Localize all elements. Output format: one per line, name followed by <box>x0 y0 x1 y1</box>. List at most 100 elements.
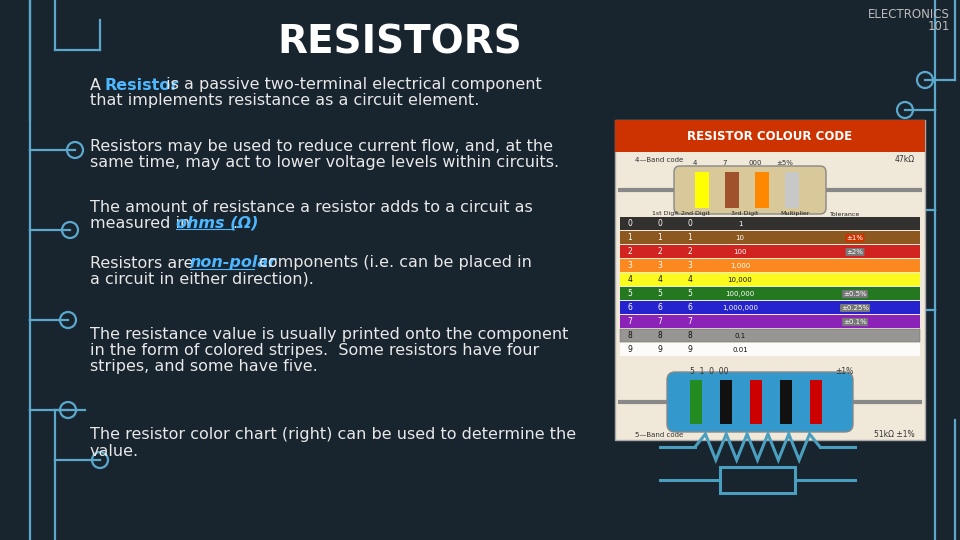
Text: same time, may act to lower voltage levels within circuits.: same time, may act to lower voltage leve… <box>90 156 559 171</box>
Text: 2: 2 <box>687 247 692 256</box>
Text: 4: 4 <box>693 160 697 166</box>
Text: 2: 2 <box>658 247 662 256</box>
Text: 1,000: 1,000 <box>730 263 750 269</box>
Text: 0: 0 <box>687 219 692 228</box>
Text: 3: 3 <box>687 261 692 271</box>
Bar <box>620 301 920 314</box>
Bar <box>615 120 925 152</box>
Text: 51kΩ ±1%: 51kΩ ±1% <box>875 430 915 439</box>
Bar <box>810 380 822 424</box>
Text: 1st Digit: 1st Digit <box>652 212 679 217</box>
Text: Resistors are: Resistors are <box>90 255 199 271</box>
Text: 0.01: 0.01 <box>732 347 748 353</box>
Bar <box>690 380 702 424</box>
Text: 3rd Digit: 3rd Digit <box>732 212 758 217</box>
Bar <box>620 217 920 230</box>
Text: that implements resistance as a circuit element.: that implements resistance as a circuit … <box>90 93 479 109</box>
Bar <box>620 315 920 328</box>
Text: 1: 1 <box>628 233 633 242</box>
Bar <box>620 287 920 300</box>
Text: 1,000,000: 1,000,000 <box>722 305 758 311</box>
Text: value.: value. <box>90 443 139 458</box>
FancyBboxPatch shape <box>674 166 826 214</box>
Text: 4—Band code: 4—Band code <box>635 157 684 163</box>
Text: 1: 1 <box>737 221 742 227</box>
FancyBboxPatch shape <box>667 372 853 432</box>
Text: components (i.e. can be placed in: components (i.e. can be placed in <box>254 255 532 271</box>
Text: 4: 4 <box>628 275 633 285</box>
Text: ±0.1%: ±0.1% <box>843 319 867 325</box>
Text: .: . <box>232 215 238 231</box>
Text: in the form of colored stripes.  Some resistors have four: in the form of colored stripes. Some res… <box>90 343 540 359</box>
Text: 2: 2 <box>628 247 633 256</box>
Bar <box>620 245 920 258</box>
Text: stripes, and some have five.: stripes, and some have five. <box>90 360 318 375</box>
Bar <box>620 273 920 286</box>
Text: 8: 8 <box>687 332 692 341</box>
Bar <box>695 172 709 208</box>
Text: 5: 5 <box>658 289 662 299</box>
Text: 100: 100 <box>733 249 747 255</box>
Text: 7: 7 <box>658 318 662 327</box>
Text: 3: 3 <box>628 261 633 271</box>
Text: Resistor: Resistor <box>105 78 179 92</box>
Text: 9: 9 <box>628 346 633 354</box>
Text: is a passive two-terminal electrical component: is a passive two-terminal electrical com… <box>161 78 542 92</box>
Text: non-polar: non-polar <box>190 255 276 271</box>
Text: ±5%: ±5% <box>777 160 793 166</box>
Text: 6: 6 <box>687 303 692 313</box>
Text: The resistance value is usually printed onto the component: The resistance value is usually printed … <box>90 327 568 342</box>
Text: 000: 000 <box>748 160 761 166</box>
Bar <box>785 172 799 208</box>
Bar <box>780 380 792 424</box>
Text: A: A <box>90 78 107 92</box>
Text: 9: 9 <box>658 346 662 354</box>
Text: 10,000: 10,000 <box>728 277 753 283</box>
Text: Multiplier: Multiplier <box>780 212 809 217</box>
Text: 4: 4 <box>658 275 662 285</box>
Text: RESISTOR COLOUR CODE: RESISTOR COLOUR CODE <box>687 130 852 143</box>
Text: 2nd Digit: 2nd Digit <box>681 212 709 217</box>
Text: RESISTORS: RESISTORS <box>277 23 522 61</box>
Bar <box>725 172 739 208</box>
Text: 6: 6 <box>658 303 662 313</box>
Bar <box>620 343 920 356</box>
Text: ±1%: ±1% <box>835 367 853 376</box>
Text: ELECTRONICS: ELECTRONICS <box>868 8 950 21</box>
Text: 0.1: 0.1 <box>734 333 746 339</box>
Text: 8: 8 <box>658 332 662 341</box>
Text: 7: 7 <box>723 160 728 166</box>
Text: 9: 9 <box>687 346 692 354</box>
Text: ohms (Ω): ohms (Ω) <box>176 215 258 231</box>
Text: 8: 8 <box>628 332 633 341</box>
Text: measured in: measured in <box>90 215 196 231</box>
Bar <box>615 120 925 440</box>
Text: 5: 5 <box>628 289 633 299</box>
Bar <box>720 380 732 424</box>
Text: 3: 3 <box>658 261 662 271</box>
Bar <box>620 231 920 244</box>
Text: 100,000: 100,000 <box>726 291 755 297</box>
Text: Tolerance: Tolerance <box>829 212 860 217</box>
Bar <box>750 380 762 424</box>
Text: 4: 4 <box>687 275 692 285</box>
Text: ±0.25%: ±0.25% <box>841 305 869 311</box>
Text: 7: 7 <box>687 318 692 327</box>
Text: 10: 10 <box>735 235 745 241</box>
Text: 5  1  0  00: 5 1 0 00 <box>690 367 729 376</box>
Text: ±1%: ±1% <box>847 235 863 241</box>
Text: 1: 1 <box>658 233 662 242</box>
Bar <box>620 329 920 342</box>
Text: ±2%: ±2% <box>847 249 863 255</box>
Text: 47kΩ: 47kΩ <box>895 155 915 164</box>
Text: 0: 0 <box>658 219 662 228</box>
Text: 7: 7 <box>628 318 633 327</box>
Text: Resistors may be used to reduce current flow, and, at the: Resistors may be used to reduce current … <box>90 139 553 154</box>
Text: 5: 5 <box>687 289 692 299</box>
Bar <box>755 172 769 208</box>
Text: 0: 0 <box>628 219 633 228</box>
Text: The amount of resistance a resistor adds to a circuit as: The amount of resistance a resistor adds… <box>90 199 533 214</box>
Text: 1: 1 <box>687 233 692 242</box>
Text: The resistor color chart (right) can be used to determine the: The resistor color chart (right) can be … <box>90 428 576 442</box>
Text: a circuit in either direction).: a circuit in either direction). <box>90 272 314 287</box>
